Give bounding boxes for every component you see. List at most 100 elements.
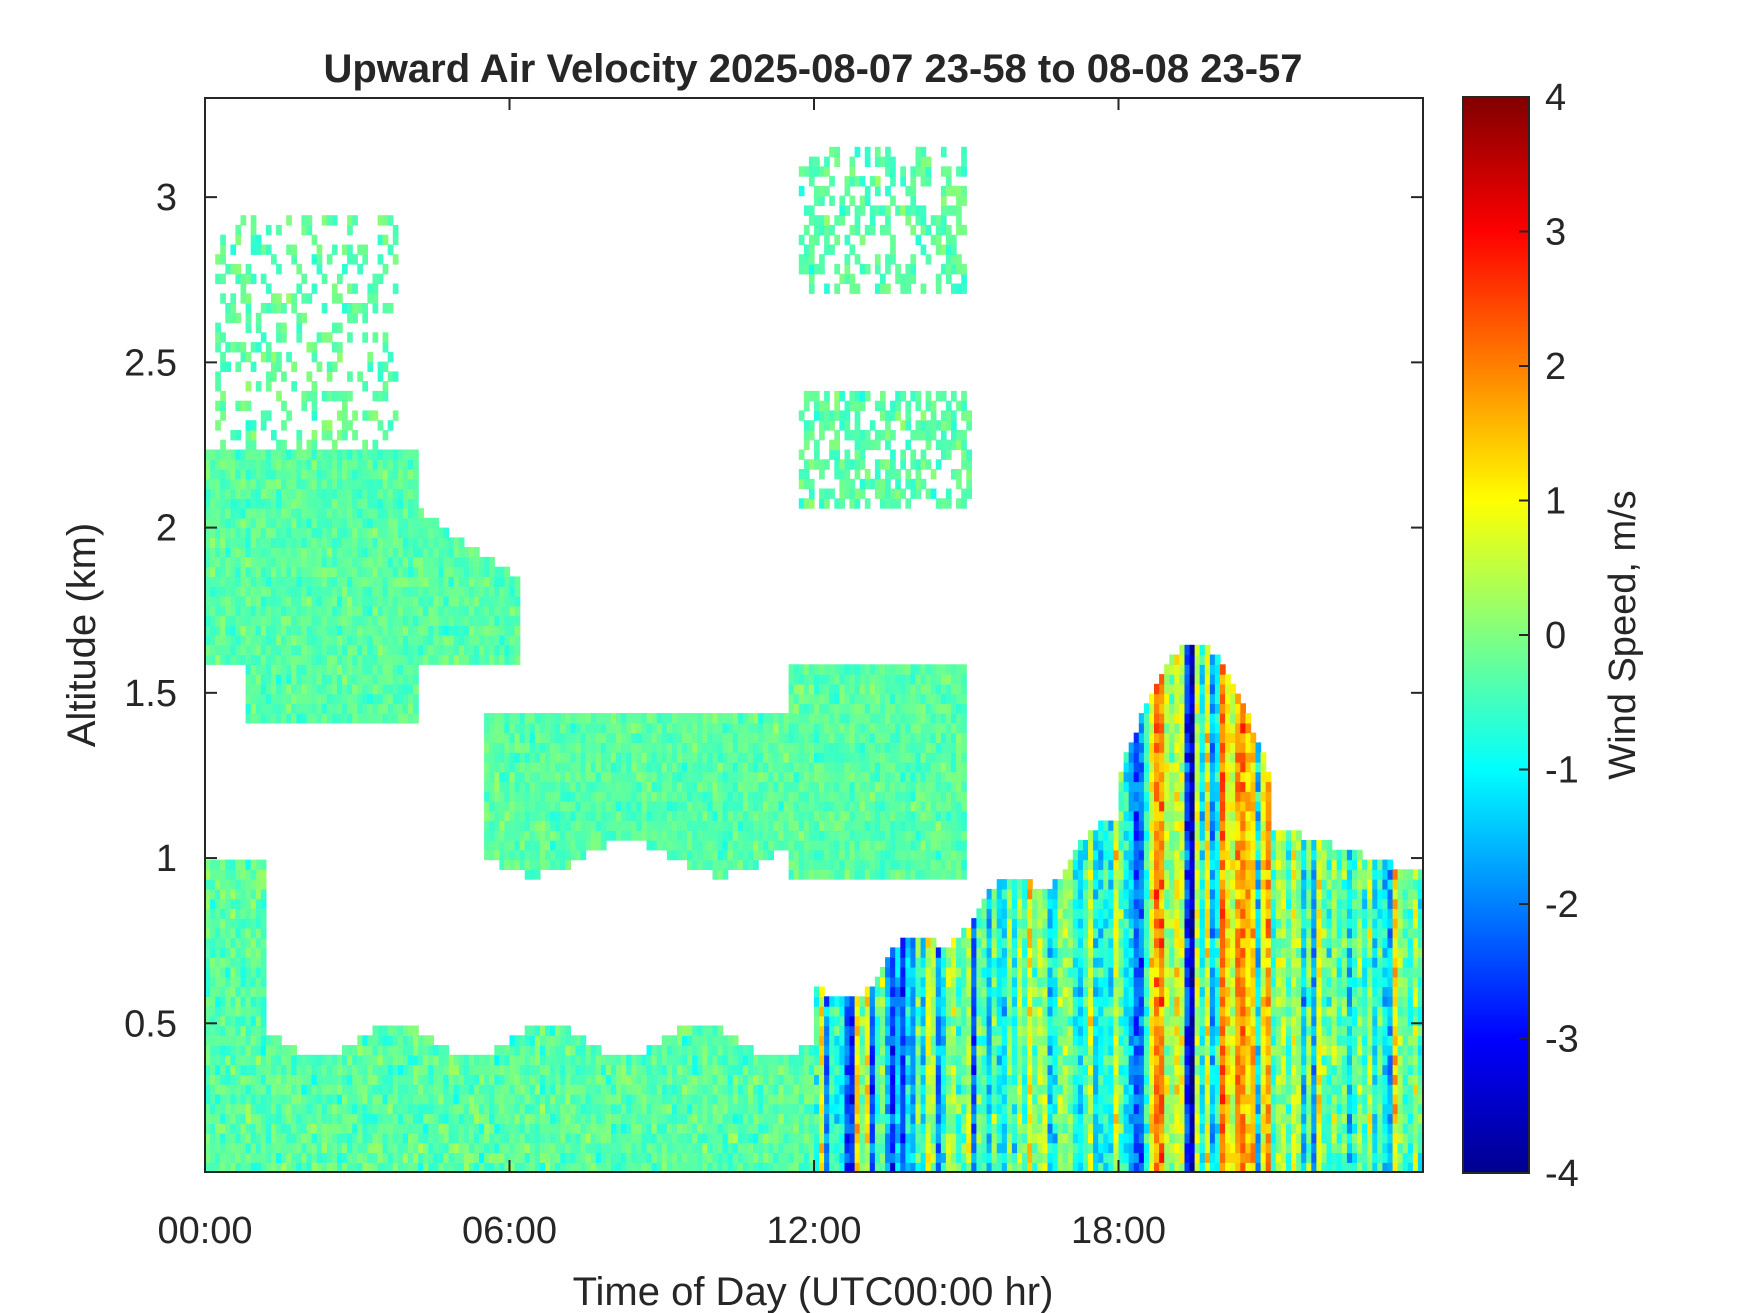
heatmap-cell — [408, 469, 414, 480]
heatmap-cell — [235, 312, 242, 324]
heatmap-cell — [210, 859, 216, 870]
heatmap-cell — [595, 1074, 602, 1085]
heatmap-cell — [337, 488, 343, 499]
heatmap-cell — [819, 840, 825, 851]
heatmap-cell — [814, 869, 820, 880]
heatmap-cell — [834, 430, 840, 441]
heatmap-cell — [722, 801, 729, 812]
heatmap-cell — [484, 810, 490, 822]
heatmap-cell — [205, 1054, 211, 1066]
heatmap-cell — [220, 1162, 226, 1173]
heatmap-cell — [387, 693, 394, 704]
heatmap-cell — [575, 1045, 582, 1056]
heatmap-cell — [545, 1123, 551, 1134]
heatmap-cell — [727, 1142, 734, 1154]
heatmap-cell — [337, 586, 343, 597]
heatmap-cell — [225, 605, 231, 617]
heatmap-cell — [687, 849, 693, 861]
heatmap-cell — [722, 859, 729, 870]
heatmap-cell — [392, 537, 399, 548]
heatmap-cell — [362, 1152, 368, 1163]
heatmap-cell — [611, 1074, 617, 1085]
heatmap-cell — [265, 664, 272, 675]
heatmap-cell — [362, 254, 368, 265]
heatmap-cell — [692, 810, 698, 822]
heatmap-cell — [849, 498, 856, 509]
heatmap-cell — [210, 1015, 216, 1027]
heatmap-cell — [671, 791, 678, 802]
heatmap-cell — [408, 1084, 414, 1095]
heatmap-cell — [331, 644, 338, 656]
heatmap-cell — [301, 469, 308, 480]
heatmap-cell — [377, 664, 384, 675]
heatmap-cell — [849, 693, 856, 704]
heatmap-cell — [311, 595, 318, 607]
heatmap-cell — [687, 1054, 693, 1066]
heatmap-cell — [392, 1123, 399, 1134]
heatmap-cell — [245, 381, 252, 392]
heatmap-cell — [692, 732, 698, 743]
heatmap-cell — [250, 605, 257, 617]
heatmap-cell — [402, 488, 409, 499]
heatmap-cell — [489, 722, 495, 734]
heatmap-cell — [316, 488, 323, 499]
heatmap-cell — [814, 693, 820, 704]
heatmap-cell — [499, 615, 506, 626]
heatmap-cell — [529, 1162, 536, 1173]
heatmap-cell — [316, 264, 323, 275]
heatmap-cell — [717, 801, 724, 812]
heatmap-cell — [763, 1084, 769, 1095]
heatmap-cell — [281, 1064, 287, 1075]
heatmap-cell — [616, 732, 622, 743]
heatmap-cell — [758, 830, 764, 841]
heatmap-cell — [306, 1064, 313, 1075]
heatmap-cell — [570, 713, 577, 724]
heatmap-cell — [235, 478, 242, 490]
heatmap-cell — [311, 1162, 318, 1173]
heatmap-cell — [443, 537, 450, 548]
heatmap-cell — [362, 1103, 368, 1115]
heatmap-cell — [585, 810, 592, 822]
heatmap-cell — [265, 713, 272, 724]
heatmap-cell — [798, 498, 805, 509]
heatmap-cell — [286, 1045, 292, 1056]
heatmap-cell — [514, 1074, 521, 1085]
heatmap-cell — [230, 908, 237, 919]
heatmap-cell — [397, 654, 404, 665]
heatmap-cell — [697, 1045, 703, 1056]
heatmap-cell — [296, 625, 303, 636]
heatmap-cell — [763, 810, 769, 822]
heatmap-cell — [397, 1162, 404, 1173]
heatmap-cell — [808, 752, 815, 763]
heatmap-cell — [463, 1113, 470, 1124]
heatmap-cell — [646, 1123, 653, 1134]
heatmap-cell — [829, 781, 835, 792]
heatmap-cell — [271, 605, 277, 617]
heatmap-cell — [331, 693, 338, 704]
heatmap-cell — [276, 1093, 282, 1105]
heatmap-cell — [671, 849, 678, 861]
heatmap-cell — [616, 830, 622, 841]
heatmap-cell — [590, 1103, 597, 1115]
heatmap-cell — [605, 771, 612, 783]
heatmap-cell — [819, 752, 825, 763]
heatmap-cell — [474, 1054, 480, 1066]
heatmap-cell — [321, 703, 328, 714]
heatmap-cell — [773, 1064, 780, 1075]
heatmap-cell — [514, 586, 521, 597]
heatmap-cell — [367, 1064, 374, 1075]
heatmap-cell — [489, 761, 495, 773]
heatmap-cell — [408, 664, 414, 675]
heatmap-cell — [265, 517, 272, 529]
heatmap-cell — [479, 1103, 485, 1115]
heatmap-cell — [311, 674, 318, 685]
heatmap-cell — [276, 498, 282, 509]
heatmap-cell — [798, 830, 805, 841]
heatmap-cell — [474, 1152, 480, 1163]
heatmap-cell — [575, 801, 582, 812]
heatmap-cell — [570, 801, 577, 812]
heatmap-cell — [692, 1142, 698, 1154]
heatmap-cell — [631, 742, 637, 753]
heatmap-cell — [519, 713, 526, 724]
heatmap-cell — [677, 771, 683, 783]
